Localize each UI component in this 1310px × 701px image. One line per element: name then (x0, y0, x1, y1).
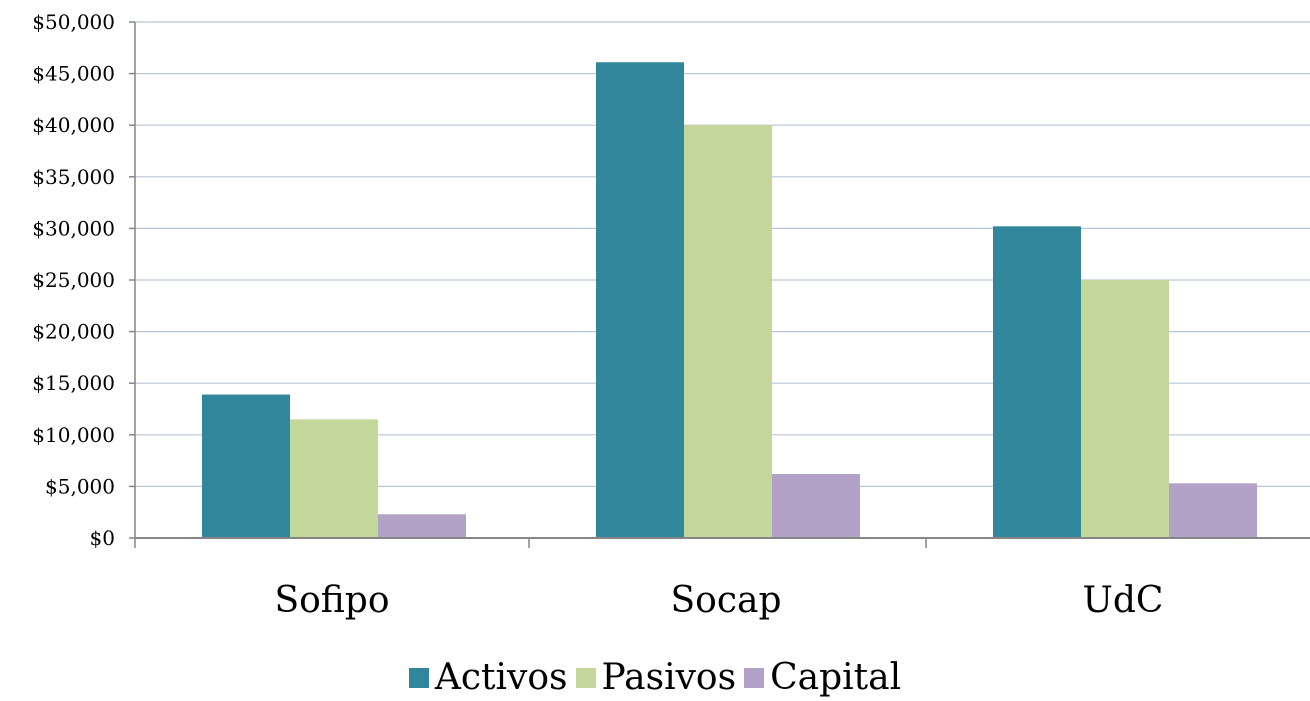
legend-item-capital: Capital (744, 660, 901, 696)
axes (129, 21, 1310, 548)
legend-label: Activos (434, 657, 568, 698)
legend-item-activos: Activos (408, 657, 568, 698)
y-axis-tick-labels: $0 $5,000 $10,000 $15,000 $20,000 $25,000 $30,… (32, 10, 115, 550)
x-category-label: Socap (670, 580, 781, 621)
x-axis-category-labels: Sofipo Socap UdC (274, 580, 1163, 621)
bar-capital-socap (772, 474, 860, 538)
y-tick-label: $35,000 (32, 165, 115, 189)
y-tick-label: $25,000 (32, 268, 115, 292)
legend: Activos Pasivos Capital (0, 658, 1310, 698)
bar-pasivos-sofipo (290, 419, 378, 538)
y-tick-label: $20,000 (32, 320, 115, 344)
legend-swatch (575, 668, 596, 688)
y-tick-label: $45,000 (32, 62, 115, 86)
x-category-label: UdC (1083, 580, 1164, 621)
y-tick-label: $15,000 (32, 371, 115, 395)
legend-swatch (744, 668, 765, 688)
y-tick-label: $10,000 (32, 423, 115, 447)
legend-label: Capital (770, 657, 902, 698)
bar-pasivos-socap (684, 125, 772, 538)
y-tick-label: $50,000 (32, 10, 115, 34)
y-tick-label: $30,000 (32, 216, 115, 240)
bar-capital-sofipo (378, 514, 466, 538)
x-category-label: Sofipo (274, 580, 389, 621)
bar-capital-udc (1169, 483, 1257, 538)
bar-pasivos-udc (1081, 280, 1169, 538)
y-tick-label: $40,000 (32, 113, 115, 137)
bar-activos-udc (993, 226, 1081, 538)
bar-activos-sofipo (202, 394, 290, 538)
legend-label: Pasivos (601, 657, 737, 698)
y-tick-label: $5,000 (45, 474, 115, 498)
bar-activos-socap (596, 62, 684, 539)
bars (202, 62, 1257, 539)
legend-swatch (408, 668, 429, 688)
y-tick-label: $0 (90, 526, 115, 550)
legend-item-pasivos: Pasivos (575, 657, 737, 698)
